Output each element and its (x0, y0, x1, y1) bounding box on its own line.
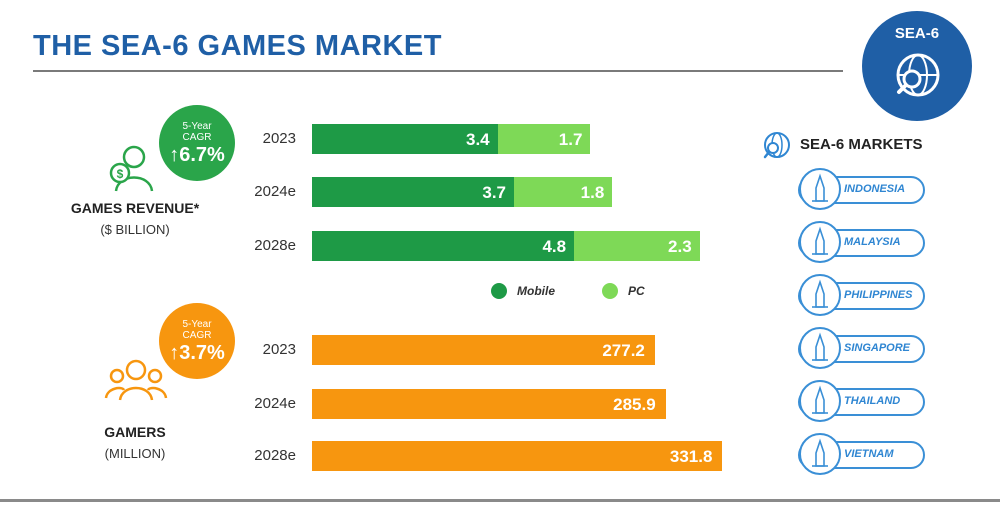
markets-globe-icon (763, 132, 790, 159)
bar-gamers: 285.9 (312, 389, 666, 419)
landmark-icon (799, 327, 841, 369)
landmark-icon (799, 274, 841, 316)
bar-pc-value: 1.8 (580, 183, 605, 202)
year-label: 2028e (254, 237, 296, 254)
bar-pc: 1.8 (514, 177, 613, 207)
markets-title: SEA-6 MARKETS (800, 136, 923, 153)
market-item: SINGAPORE (798, 327, 925, 369)
revenue-unit: ($ BILLION) (100, 222, 170, 237)
market-name: THAILAND (844, 395, 901, 407)
bar-mobile: 3.7 (312, 177, 515, 207)
bar-gamers-value: 277.2 (602, 341, 645, 360)
gamers-cagr-badge: 5-Year CAGR ↑3.7% (159, 303, 235, 379)
bottom-divider (0, 499, 1000, 502)
bar-gamers: 331.8 (312, 441, 723, 471)
market-name: INDONESIA (844, 183, 906, 195)
badge-label: SEA-6 (894, 25, 940, 42)
bar-pc: 1.7 (497, 124, 591, 154)
bar-pc-value: 1.7 (558, 130, 583, 149)
globe-search-icon (896, 53, 940, 97)
market-name: MALAYSIA (844, 236, 901, 248)
year-label: 2024e (254, 183, 296, 200)
cagr-label-line1: 5-Year (182, 121, 212, 132)
bar-pc: 2.3 (574, 231, 700, 261)
market-name: VIETNAM (844, 448, 894, 460)
gamers-cagr-value: ↑3.7% (169, 342, 225, 364)
landmark-icon (799, 168, 841, 210)
bar-gamers: 277.2 (312, 335, 655, 365)
gamers-group-icon (104, 359, 168, 401)
landmark-icon (799, 433, 841, 475)
legend-mobile-label: Mobile (517, 284, 555, 298)
year-label: 2028e (254, 447, 296, 464)
cagr-label-line1: 5-Year (182, 319, 212, 330)
market-item: MALAYSIA (798, 221, 925, 263)
revenue-cagr-badge: 5-Year CAGR ↑6.7% (159, 105, 235, 181)
revenue-person-icon: $ (109, 145, 154, 192)
legend-pc-label: PC (628, 284, 645, 298)
legend-mobile-swatch (491, 283, 507, 299)
page-title: THE SEA-6 GAMES MARKET (33, 30, 442, 62)
revenue-label: GAMES REVENUE* (70, 200, 200, 216)
market-item: PHILIPPINES (798, 274, 925, 316)
year-label: 2023 (262, 341, 296, 358)
year-label: 2023 (262, 130, 296, 147)
gamers-unit: (MILLION) (104, 446, 166, 461)
market-name: PHILIPPINES (844, 289, 913, 301)
landmark-icon (799, 380, 841, 422)
landmark-icon (799, 221, 841, 263)
market-item: THAILAND (798, 380, 925, 422)
legend-pc-swatch (602, 283, 618, 299)
gamers-label: GAMERS (104, 424, 166, 440)
revenue-cagr-value: ↑6.7% (169, 144, 225, 166)
cagr-label-line2: CAGR (182, 132, 212, 143)
market-item: INDONESIA (798, 168, 925, 210)
bar-mobile: 4.8 (312, 231, 575, 261)
bar-gamers-value: 285.9 (613, 395, 656, 414)
bar-mobile: 3.4 (312, 124, 498, 154)
title-divider (33, 70, 843, 72)
year-label: 2024e (254, 395, 296, 412)
bar-mobile-value: 3.4 (465, 130, 490, 149)
svg-text:$: $ (117, 167, 124, 181)
sea6-badge: SEA-6 (862, 11, 972, 121)
cagr-label-line2: CAGR (182, 330, 212, 341)
bar-pc-value: 2.3 (668, 237, 692, 256)
market-item: VIETNAM (798, 433, 925, 475)
bar-mobile-value: 4.8 (542, 237, 567, 256)
bar-mobile-value: 3.7 (482, 183, 507, 202)
bar-gamers-value: 331.8 (669, 447, 713, 466)
market-name: SINGAPORE (844, 342, 911, 354)
